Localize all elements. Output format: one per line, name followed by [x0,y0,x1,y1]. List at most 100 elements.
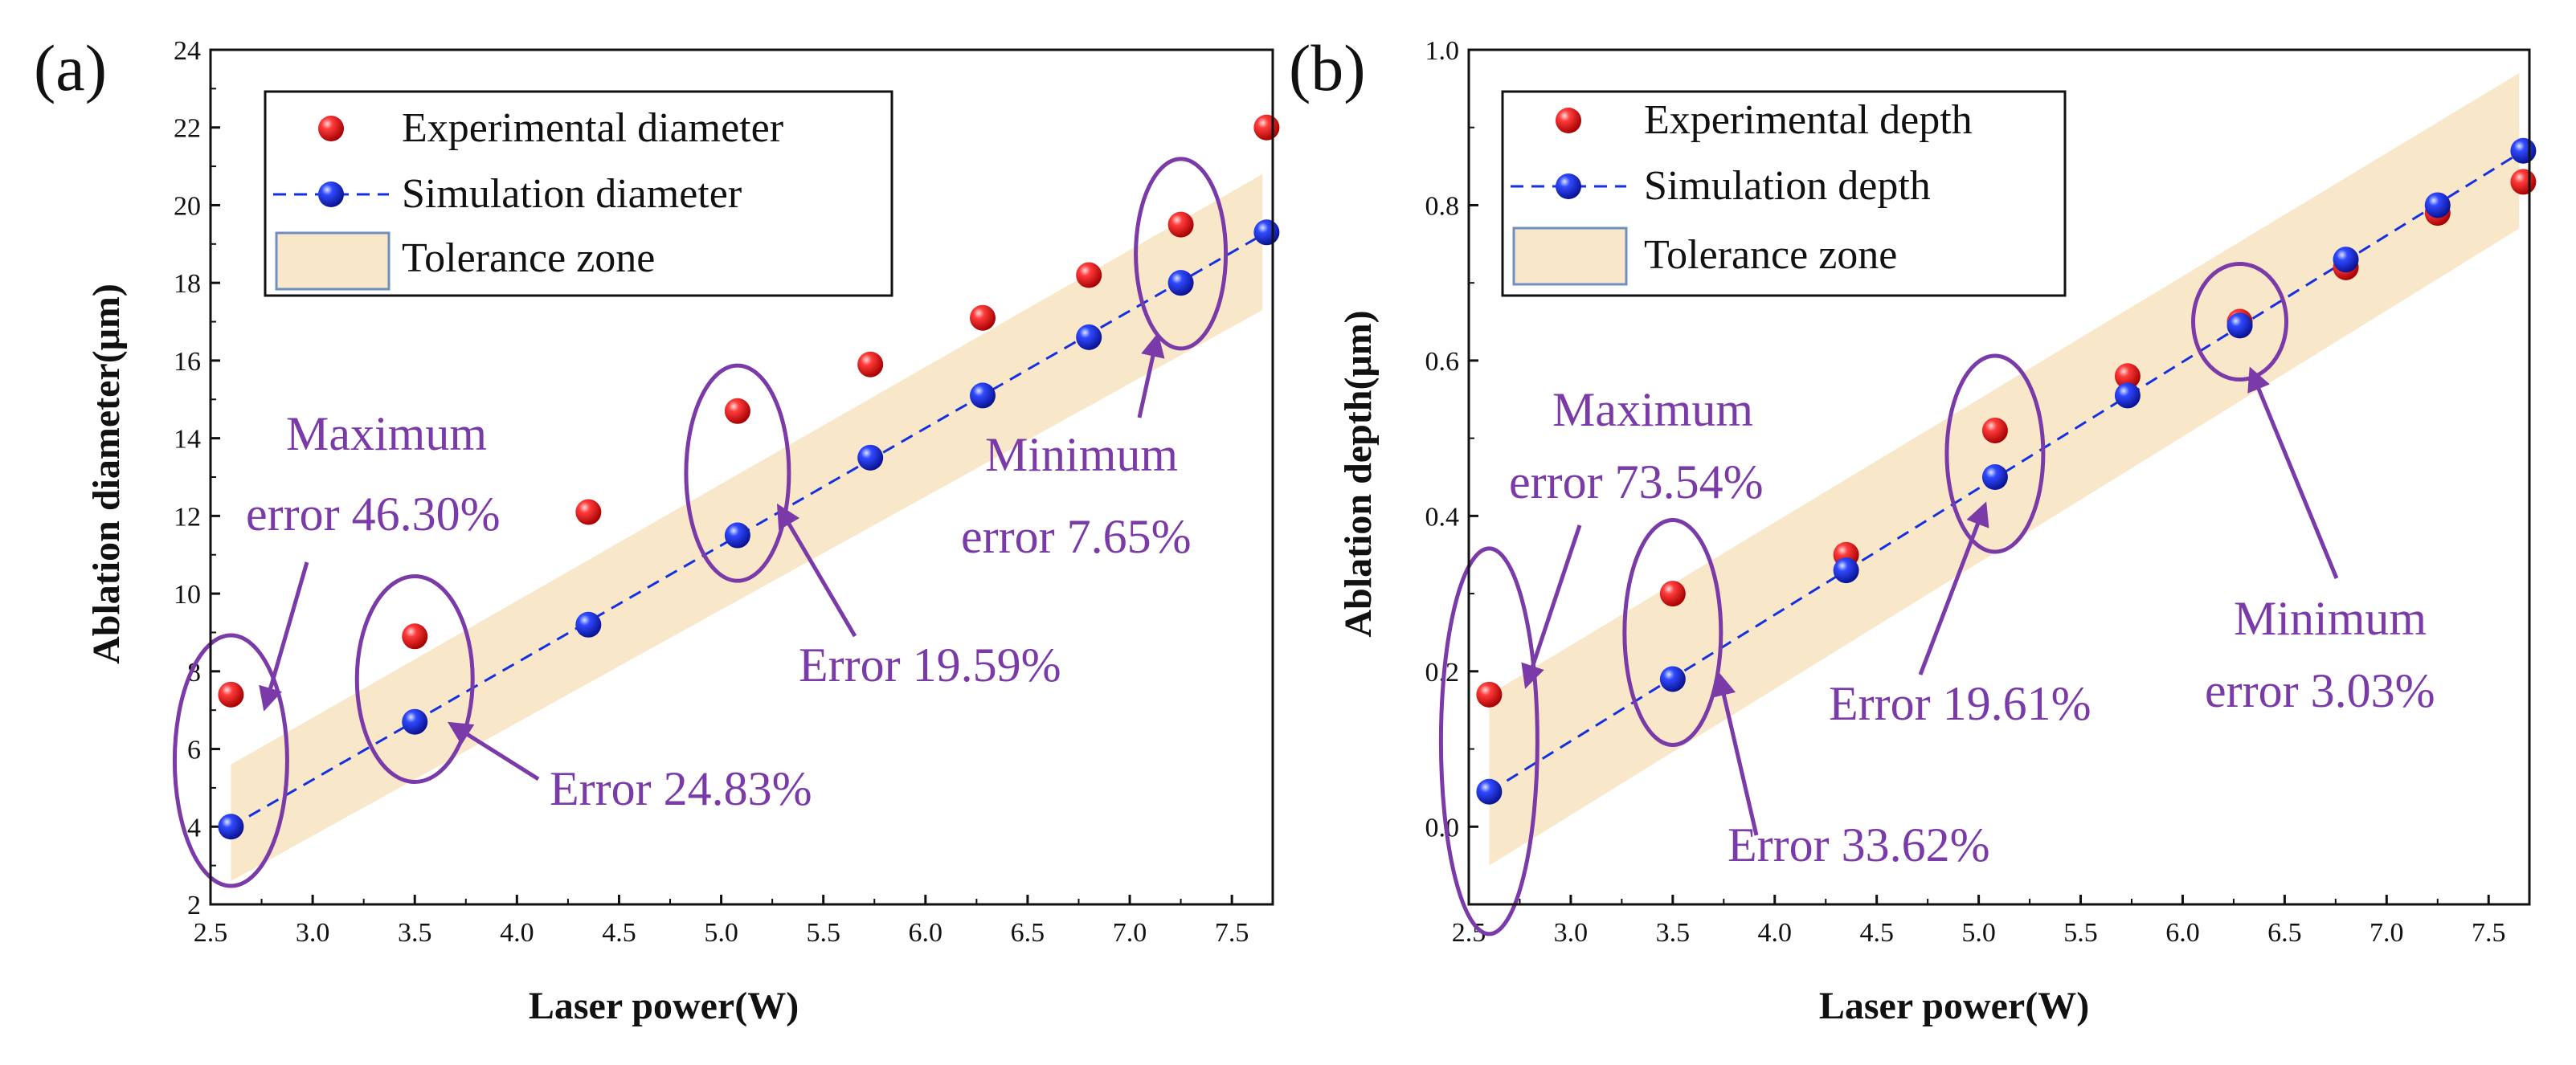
annotation-text: Maximum [1552,383,1753,436]
simulation-point [2510,137,2537,164]
panel-a-plot-frame [209,48,1274,906]
annotation-text: error 46.30% [246,488,501,541]
experimental-point [575,499,602,525]
simulation-point [1476,778,1503,805]
experimental-point [857,351,884,377]
annotation-arrow [447,721,540,781]
y-tick-label: 8 [187,658,201,688]
annotation-text: Maximum [286,407,487,460]
y-tick-label: 20 [174,191,201,221]
simulation-point [2114,382,2141,409]
simulation-point [575,611,602,638]
annotation-arrow [776,503,857,638]
annotation-ellipse [1134,157,1229,351]
simulation-point [1253,219,1280,246]
x-tick-label: 4.5 [602,918,636,948]
legend-exp-marker [318,116,344,141]
annotation-text: error 7.65% [961,510,1192,563]
annotation-ellipse [684,363,791,583]
simulation-point [857,444,884,471]
y-tick-label: 16 [174,347,201,377]
x-tick-label: 3.5 [398,918,432,948]
annotation-ellipse [1622,517,1723,747]
annotation-text: error 73.54% [1509,455,1764,508]
y-tick-label: 0.0 [1425,813,1460,843]
experimental-point [1167,211,1194,238]
legend-exp-label: Experimental depth [1644,97,1973,143]
y-tick-label: 22 [174,114,201,144]
annotation-ellipse [354,573,475,784]
annotation-arrow [1137,333,1165,418]
experimental-point [2114,363,2141,390]
annotation-arrow [1918,501,1989,675]
simulation-point [1833,557,1859,584]
legend-sim-label: Simulation diameter [402,171,742,217]
y-tick-label: 4 [187,813,201,843]
y-tick-label: 12 [174,502,201,532]
panel-a-xlabel: Laser power(W) [529,985,799,1027]
panel-a-ylabel: Ablation diameter(μm) [85,284,128,664]
panel-a: (a) 2.5 3.0 3.5 4.0 4.5 5.0 5.5 6.0 6.5 7.0 7.5246… [34,31,1280,1027]
legend-exp-marker [1556,108,1581,133]
x-tick-label: 2.5 [194,918,228,948]
y-tick-label: 2 [187,891,201,920]
x-tick-label: 7.5 [2472,918,2506,948]
experimental-point [1476,681,1503,708]
panel-b-xlabel: Laser power(W) [1819,985,2089,1027]
annotation-arrow [259,561,309,712]
x-tick-label: 4.5 [1859,918,1894,948]
panel-a-legend: Experimental diameter Simulation diamete… [264,90,893,297]
simulation-point [1076,324,1102,350]
x-tick-label: 7.5 [1215,918,1249,948]
legend-zone-swatch [275,231,390,291]
simulation-point [1659,666,1686,692]
legend-exp-label: Experimental diameter [402,105,783,151]
x-tick-label: 3.0 [1554,918,1589,948]
x-tick-label: 7.0 [2370,918,2404,948]
x-tick-label: 6.0 [2165,918,2200,948]
x-tick-label: 6.0 [909,918,943,948]
panel-b: (b) 2.5 3.0 3.5 4.0 4.5 5.0 5.5 6.0 6.5 7.0 7.50.0… [1289,31,2537,1027]
experimental-point [1659,581,1686,607]
annotation-ellipse [2191,262,2289,382]
panel-b-label: (b) [1289,31,1366,104]
simulation-point [218,814,244,840]
annotation-text: Minimum [985,428,1178,481]
x-tick-label: 6.5 [2267,918,2302,948]
panel-b-plot-frame [1467,48,2531,906]
panel-a-label: (a) [34,31,107,104]
x-tick-label: 3.5 [1656,918,1691,948]
experimental-point [1076,262,1102,288]
annotation-text: Error 24.83% [550,762,812,815]
simulation-point [1167,270,1194,296]
experimental-point [218,681,244,708]
experimental-point [402,623,428,650]
experimental-point [2510,169,2537,195]
simulation-point [969,382,996,409]
y-tick-label: 24 [174,36,201,66]
x-tick-label: 4.0 [500,918,534,948]
x-tick-label: 3.0 [296,918,330,948]
annotation-text: error 3.03% [2205,664,2435,717]
simulation-point [2424,192,2451,218]
experimental-point [724,398,750,424]
panel-b-legend: Experimental depth Simulation depth Tole… [1501,90,2067,297]
legend-zone-swatch [1512,226,1628,286]
simulation-point [2333,247,2359,273]
x-tick-label: 7.0 [1113,918,1147,948]
legend-sim-label: Simulation depth [1644,163,1931,209]
legend-zone-label: Tolerance zone [402,235,655,281]
y-tick-label: 6 [187,736,201,765]
annotation-arrow [1711,671,1759,836]
y-tick-label: 18 [174,269,201,299]
annotation-text: Minimum [2234,592,2427,645]
y-tick-label: 0.4 [1425,502,1460,532]
annotation-ellipse [1944,353,2046,554]
x-tick-label: 5.0 [704,918,738,948]
simulation-point [402,708,428,735]
x-tick-label: 4.0 [1758,918,1793,948]
x-tick-label: 5.5 [2063,918,2098,948]
simulation-point [1981,464,2008,490]
y-tick-label: 14 [174,425,201,455]
